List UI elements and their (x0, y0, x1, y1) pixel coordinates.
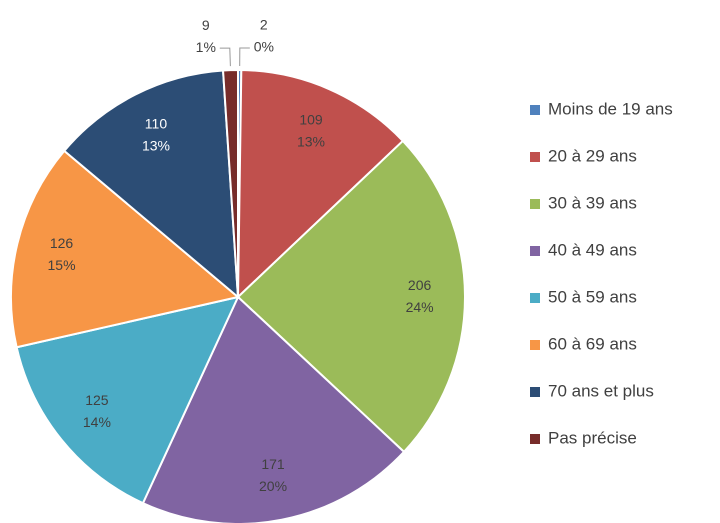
legend-swatch (530, 340, 540, 350)
data-label: 125 (85, 392, 109, 408)
percent-label: 0% (254, 39, 274, 55)
percent-label: 13% (297, 133, 325, 149)
pie-slice (236, 69, 405, 300)
legend-label: 30 à 39 ans (548, 193, 637, 212)
pie-slice (15, 295, 240, 505)
legend-swatch (530, 293, 540, 303)
legend-label: 60 à 69 ans (548, 334, 637, 353)
data-label: 171 (261, 456, 285, 472)
legend-swatch (530, 387, 540, 397)
data-label: 2 (260, 17, 268, 33)
legend-label: 40 à 49 ans (548, 240, 637, 259)
percent-label: 14% (83, 414, 111, 430)
pie-slice (221, 68, 239, 298)
data-label: 110 (145, 116, 168, 132)
legend-swatch (530, 199, 540, 209)
leader-line (219, 47, 231, 67)
legend-label: 20 à 29 ans (548, 146, 637, 165)
pie-slice (10, 149, 241, 349)
percent-label: 1% (196, 39, 216, 55)
pie-slice (62, 69, 240, 300)
percent-label: 13% (142, 138, 170, 154)
percent-label: 24% (406, 299, 434, 315)
pie-slice (141, 295, 406, 523)
legend-label: Pas précise (548, 428, 637, 447)
legend-swatch (530, 434, 540, 444)
percent-label: 15% (48, 257, 76, 273)
legend-swatch (530, 246, 540, 256)
data-label: 109 (299, 111, 323, 127)
legend-label: 70 ans et plus (548, 381, 654, 400)
legend-swatch (530, 152, 540, 162)
legend-label: Moins de 19 ans (548, 99, 673, 118)
legend-swatch (530, 105, 540, 115)
data-label: 126 (50, 235, 74, 251)
legend-label: 50 à 59 ans (548, 287, 637, 306)
percent-label: 20% (259, 478, 287, 494)
leader-line (239, 47, 250, 67)
pie-slice (236, 139, 466, 454)
data-label: 9 (202, 17, 210, 33)
data-label: 206 (408, 277, 432, 293)
